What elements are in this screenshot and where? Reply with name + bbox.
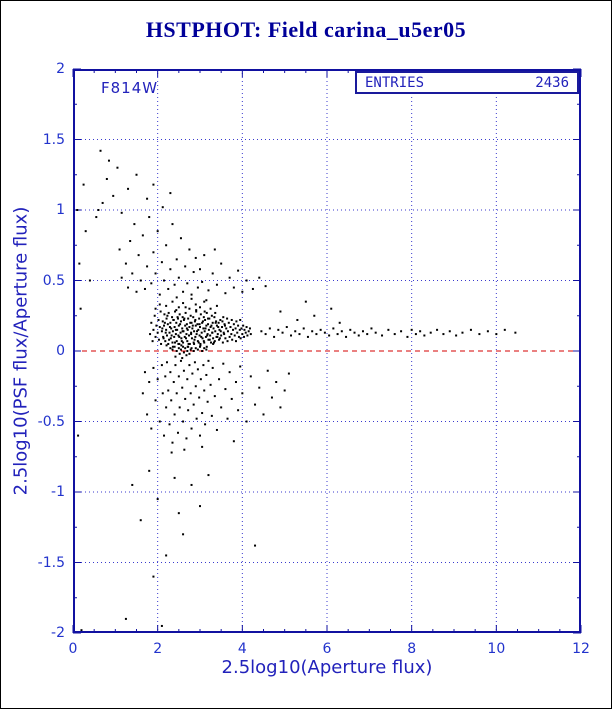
entries-label: ENTRIES: [365, 74, 425, 91]
filter-label: F814W: [101, 79, 159, 97]
y-tick-label: 0: [56, 343, 65, 359]
page-title: HSTPHOT: Field carina_u5er05: [145, 17, 467, 42]
y-tick-label: 0.5: [42, 272, 65, 289]
y-tick-label: -1: [51, 484, 65, 500]
x-tick-label: 10: [487, 641, 506, 657]
plot-area: [72, 68, 582, 634]
plot-frame: [73, 69, 581, 633]
x-tick-label: 6: [322, 641, 332, 657]
y-tick-label: 1: [56, 202, 65, 218]
x-tick-label: 12: [572, 641, 590, 657]
y-tick-label: -1.5: [37, 554, 65, 571]
entries-value: 2436: [535, 74, 569, 91]
y-tick-label: 2: [56, 61, 65, 77]
y-tick-label: -0.5: [37, 413, 65, 430]
x-tick-label: 0: [68, 641, 78, 657]
x-tick-label: 4: [237, 641, 247, 657]
x-axis-label: 2.5log10(Aperture flux): [221, 657, 433, 678]
y-tick-label: -2: [51, 625, 65, 641]
y-tick-label: 1.5: [42, 131, 65, 148]
x-tick-label: 2: [153, 641, 163, 657]
entries-box: ENTRIES 2436: [355, 71, 579, 94]
scatter-points: [76, 149, 517, 632]
x-tick-label: 8: [407, 641, 417, 657]
